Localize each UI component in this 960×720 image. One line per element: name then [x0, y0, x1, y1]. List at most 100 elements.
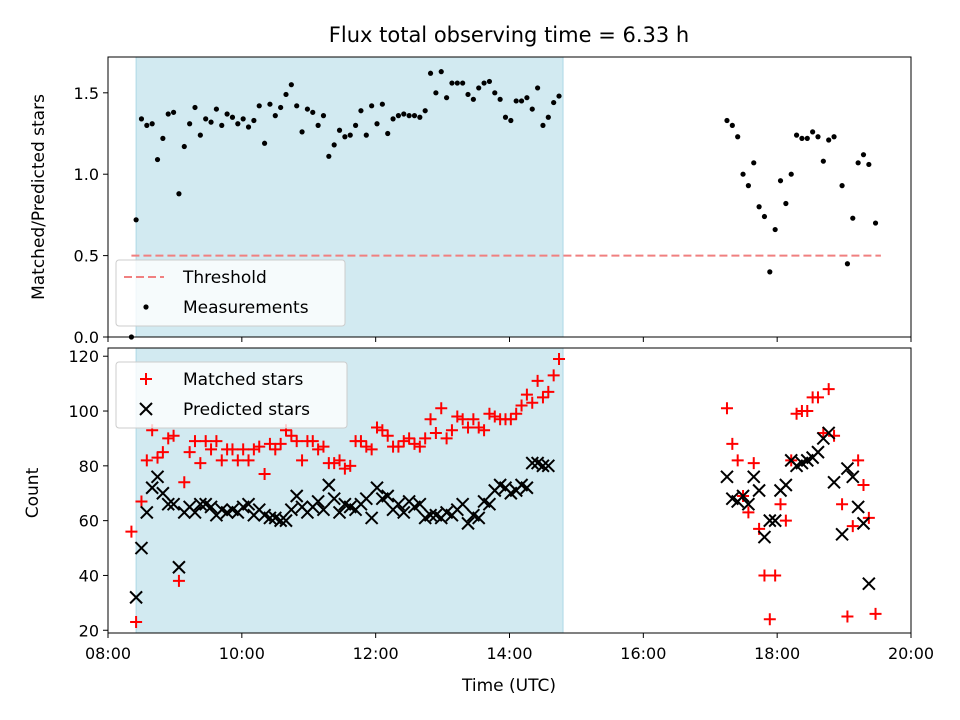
matched-star-point [846, 520, 859, 533]
measurement-point [831, 134, 837, 140]
measurement-point [866, 161, 872, 168]
measurement-point [374, 121, 380, 127]
measurement-point [433, 90, 439, 96]
predicted-star-point [736, 489, 750, 503]
measurement-point [735, 134, 741, 140]
measurement-point [197, 132, 203, 138]
measurement-point [839, 183, 845, 189]
measurement-point [724, 117, 730, 124]
matched-star-point [542, 385, 555, 398]
measurement-point [245, 124, 252, 130]
predicted-star-point [846, 470, 860, 484]
legend-swatch-measurements [143, 304, 149, 310]
matched-star-point [869, 607, 882, 620]
matched-star-point [226, 443, 239, 456]
measurement-point [826, 137, 832, 143]
measurement-point [203, 116, 209, 122]
matched-star-point [774, 498, 787, 511]
measurement-point [294, 103, 300, 109]
legend-label-measurements: Measurements [183, 298, 309, 318]
predicted-star-point [472, 511, 486, 525]
chart-title: Flux total observing time = 6.33 h [329, 23, 689, 47]
matched-star-point [456, 413, 469, 426]
matched-star-point [478, 424, 491, 437]
matched-star-point [413, 440, 426, 453]
matched-star-point [392, 440, 405, 453]
predicted-star-point [193, 497, 208, 511]
predicted-star-point [536, 459, 550, 473]
predicted-star-point [391, 497, 406, 511]
measurement-point [481, 80, 487, 86]
top-legend: Threshold Measurements [115, 259, 346, 327]
matched-star-point [167, 429, 180, 442]
measurement-point [149, 121, 155, 127]
measurement-point [524, 95, 530, 101]
predicted-star-point [359, 492, 374, 506]
matched-star-point [790, 407, 803, 420]
matched-star-point [263, 437, 276, 450]
matched-star-point [354, 435, 367, 448]
measurement-point [181, 143, 187, 150]
legend-label-threshold: Threshold [182, 268, 267, 288]
x-tick-label: 16:00 [620, 644, 666, 663]
y-tick-label: 1.0 [74, 165, 99, 184]
measurement-point [422, 108, 428, 114]
matched-star-point [242, 454, 255, 467]
measurement-point [342, 134, 348, 140]
matched-star-point [205, 443, 218, 456]
measurement-point [133, 217, 139, 223]
matched-star-point [210, 435, 223, 448]
measurement-point [219, 122, 225, 128]
predicted-star-point [279, 513, 293, 528]
measurement-point [278, 104, 284, 111]
predicted-star-point [370, 481, 384, 495]
matched-star-point [504, 413, 517, 426]
matched-star-point [841, 610, 854, 623]
matched-star-point [317, 440, 330, 453]
x-tick-label: 14:00 [486, 644, 532, 663]
measurement-point [336, 127, 343, 133]
measurement-point [756, 204, 762, 210]
measurement-point [352, 122, 359, 128]
measurement-point [783, 200, 789, 207]
predicted-star-point [150, 470, 165, 484]
x-tick-label: 12:00 [353, 644, 399, 663]
predicted-star-point [322, 478, 336, 492]
matched-star-point [376, 424, 389, 437]
predicted-star-point [311, 494, 325, 509]
measurement-point [777, 178, 784, 184]
matched-star-point [836, 498, 849, 511]
matched-star-point [419, 432, 432, 445]
predicted-star-point [156, 486, 170, 500]
measurement-point [358, 108, 364, 114]
matched-star-point [408, 437, 421, 450]
matched-star-point [747, 457, 760, 470]
matched-star-point [135, 495, 148, 508]
predicted-star-point [161, 497, 175, 511]
legend-label-predicted: Predicted stars [183, 400, 310, 420]
y-tick-label: 0.5 [74, 247, 99, 266]
predicted-star-point [541, 459, 556, 473]
matched-star-point [344, 459, 357, 472]
legend-swatch-predicted [139, 402, 153, 416]
measurement-point [170, 109, 177, 115]
measurement-point [411, 113, 418, 119]
measurement-point [810, 129, 816, 135]
x-tick-label: 10:00 [219, 644, 265, 663]
measurement-point [529, 106, 535, 112]
predicted-star-point [188, 505, 202, 520]
matched-star-point [822, 383, 835, 396]
predicted-star-point [856, 516, 871, 531]
matched-star-point [769, 569, 782, 582]
matched-star-point [338, 462, 351, 475]
matched-star-point [247, 443, 260, 456]
matched-star-point [130, 616, 143, 629]
measurement-point [267, 101, 273, 107]
measurement-point [860, 152, 867, 158]
predicted-star-point [525, 456, 539, 470]
measurement-point [850, 215, 856, 221]
measurement-point [283, 91, 289, 98]
predicted-star-point [145, 481, 159, 495]
y-tick-label: 40 [79, 566, 99, 585]
matched-star-point [440, 432, 453, 445]
